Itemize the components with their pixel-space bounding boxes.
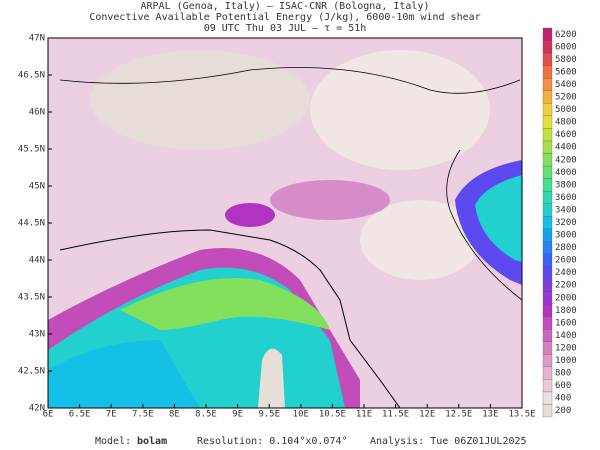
colorbar-label: 3600 bbox=[555, 193, 577, 203]
lon-label: 11E bbox=[356, 410, 372, 420]
colorbar-label: 2200 bbox=[555, 281, 577, 291]
colorbar-swatch bbox=[542, 404, 553, 418]
lon-label: 9.5E bbox=[258, 410, 280, 420]
colorbar-label: 4200 bbox=[555, 155, 577, 165]
colorbar-label: 4000 bbox=[555, 168, 577, 178]
colorbar-label: 400 bbox=[555, 394, 571, 404]
lon-label: 12E bbox=[419, 410, 435, 420]
colorbar-swatch bbox=[542, 266, 553, 280]
title-line: Convective Available Potential Energy (J… bbox=[89, 12, 480, 23]
lat-label: 44N bbox=[29, 256, 45, 266]
colorbar-label: 1000 bbox=[555, 356, 577, 366]
lat-label: 45N bbox=[29, 182, 45, 192]
colorbar-swatch bbox=[542, 190, 553, 204]
colorbar-swatch bbox=[542, 178, 553, 192]
colorbar-swatch bbox=[542, 354, 553, 367]
map-field bbox=[47, 37, 523, 409]
colorbar-swatch bbox=[542, 27, 553, 41]
colorbar-label: 4400 bbox=[555, 143, 577, 153]
lon-label: 11.5E bbox=[382, 410, 409, 420]
lat-label: 47N bbox=[29, 34, 45, 44]
title-line: ARPAL (Genoa, Italy) — ISAC-CNR (Bologna… bbox=[141, 1, 430, 12]
colorbar-swatch bbox=[542, 278, 553, 292]
colorbar-label: 5200 bbox=[555, 93, 577, 103]
lat-label: 42.5N bbox=[18, 367, 45, 377]
lon-label: 13E bbox=[482, 410, 498, 420]
colorbar-swatch bbox=[542, 115, 553, 129]
colorbar-swatch bbox=[542, 291, 553, 305]
colorbar-label: 200 bbox=[555, 406, 571, 416]
title-line: 09 UTC Thu 03 JUL – τ = 51h bbox=[204, 23, 367, 34]
colorbar-swatch bbox=[542, 203, 553, 217]
colorbar-label: 2400 bbox=[555, 268, 577, 278]
colorbar-swatch bbox=[542, 303, 553, 317]
colorbar-swatch bbox=[542, 65, 553, 79]
lat-label: 43N bbox=[29, 330, 45, 340]
colorbar-swatch bbox=[542, 140, 553, 154]
colorbar-label: 600 bbox=[555, 381, 571, 391]
colorbar-swatch bbox=[542, 316, 553, 330]
colorbar-label: 5600 bbox=[555, 67, 577, 77]
colorbar-label: 5000 bbox=[555, 105, 577, 115]
colorbar-swatch bbox=[542, 128, 553, 142]
colorbar-swatch bbox=[542, 78, 553, 91]
colorbar-label: 2600 bbox=[555, 256, 577, 266]
colorbar-label: 800 bbox=[555, 369, 571, 379]
colorbar-label: 6200 bbox=[555, 30, 577, 40]
colorbar-label: 1200 bbox=[555, 343, 577, 353]
lon-label: 10.5E bbox=[319, 410, 346, 420]
lat-label: 46.5N bbox=[18, 71, 45, 81]
colorbar-swatch bbox=[542, 341, 553, 355]
colorbar-label: 5400 bbox=[555, 80, 577, 90]
colorbar-swatch bbox=[542, 391, 553, 405]
colorbar-label: 4800 bbox=[555, 118, 577, 128]
lon-label: 8.5E bbox=[195, 410, 217, 420]
colorbar-swatch bbox=[542, 40, 553, 54]
lon-label: 9E bbox=[232, 410, 243, 420]
colorbar-swatch bbox=[542, 253, 553, 267]
lat-label: 45.5N bbox=[18, 145, 45, 155]
colorbar-label: 1400 bbox=[555, 331, 577, 341]
lat-label: 43.5N bbox=[18, 293, 45, 303]
footer-analysis: Analysis: Tue 06Z01JUL2025 bbox=[370, 436, 527, 447]
footer-model-label: Model: bbox=[95, 436, 131, 447]
footer-model: bolam bbox=[137, 436, 167, 447]
colorbar-swatch bbox=[542, 52, 553, 66]
colorbar-swatch bbox=[542, 165, 553, 179]
colorbar-swatch bbox=[542, 228, 553, 242]
colorbar-label: 2000 bbox=[555, 293, 577, 303]
colorbar-label: 6000 bbox=[555, 42, 577, 52]
lon-label: 10E bbox=[293, 410, 309, 420]
lon-label: 8E bbox=[169, 410, 180, 420]
lon-label: 13.5E bbox=[508, 410, 535, 420]
colorbar-label: 3800 bbox=[555, 180, 577, 190]
colorbar-swatch bbox=[542, 216, 553, 229]
lon-label: 7.5E bbox=[132, 410, 154, 420]
colorbar-label: 5800 bbox=[555, 55, 577, 65]
lon-label: 7E bbox=[106, 410, 117, 420]
lat-label: 46N bbox=[29, 108, 45, 118]
colorbar-label: 4600 bbox=[555, 130, 577, 140]
lon-label: 12.5E bbox=[445, 410, 472, 420]
colorbar-label: 3000 bbox=[555, 231, 577, 241]
lon-label: 6.5E bbox=[69, 410, 91, 420]
colorbar-swatch bbox=[542, 379, 553, 393]
colorbar-label: 1600 bbox=[555, 318, 577, 328]
colorbar-swatch bbox=[542, 153, 553, 167]
lat-label: 42N bbox=[29, 404, 45, 414]
lat-label: 44.5N bbox=[18, 219, 45, 229]
colorbar-swatch bbox=[542, 329, 553, 342]
colorbar-label: 3400 bbox=[555, 205, 577, 215]
footer-resolution: Resolution: 0.104°x0.074° bbox=[197, 436, 348, 447]
colorbar-label: 3200 bbox=[555, 218, 577, 228]
colorbar-swatch bbox=[542, 366, 553, 380]
colorbar-swatch bbox=[542, 241, 553, 255]
lon-label: 6E bbox=[43, 410, 54, 420]
colorbar-label: 1800 bbox=[555, 306, 577, 316]
colorbar-swatch bbox=[542, 90, 553, 104]
colorbar-label: 2800 bbox=[555, 243, 577, 253]
colorbar-swatch bbox=[542, 103, 553, 116]
